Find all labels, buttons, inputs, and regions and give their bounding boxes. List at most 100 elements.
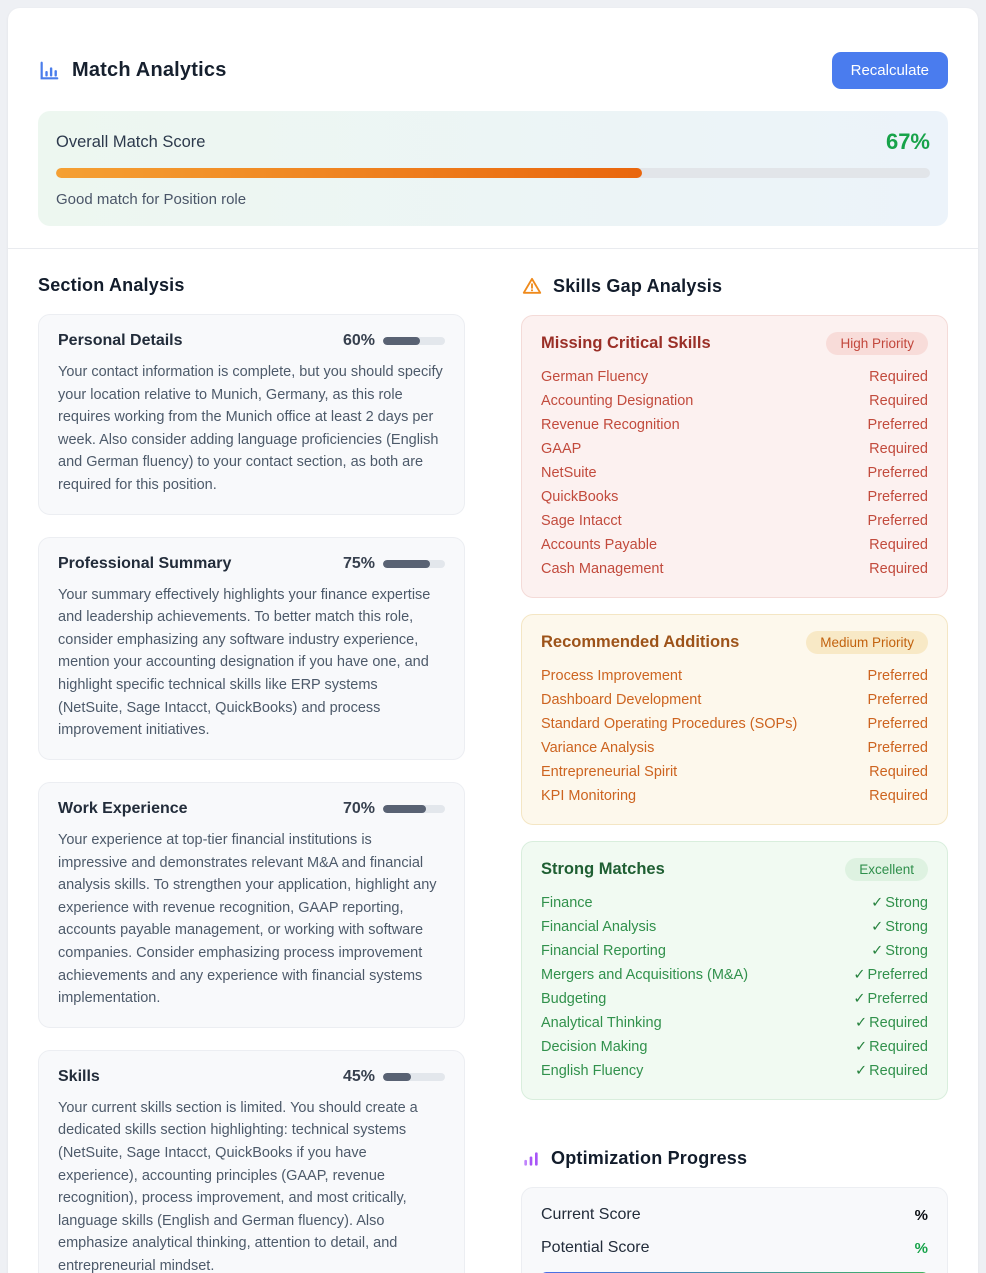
overall-progress-fill <box>56 168 642 178</box>
skill-row: Decision Making ✓ Required <box>541 1037 928 1057</box>
skill-row: GAAP Required <box>541 439 928 459</box>
skill-name: Accounting Designation <box>541 393 694 409</box>
recalculate-button[interactable]: Recalculate <box>831 52 948 89</box>
skill-level: Preferred <box>867 513 928 529</box>
section-card-title: Work Experience <box>58 799 188 817</box>
skill-row: Entrepreneurial Spirit Required <box>541 762 928 782</box>
divider <box>8 248 978 249</box>
section-card-description: Your current skills section is limited. … <box>58 1099 418 1273</box>
section-card-professional-summary: Professional Summary 75% Your summary ef… <box>38 536 465 760</box>
overall-score-value: 67% <box>885 129 930 154</box>
skill-name: GAAP <box>541 441 582 457</box>
skill-row: Standard Operating Procedures (SOPs) Pref… <box>541 714 928 734</box>
skill-name: English Fluency <box>541 1063 644 1079</box>
check-icon: ✓ <box>855 1015 868 1031</box>
skill-level: Required <box>869 561 928 577</box>
skill-name: Analytical Thinking <box>541 1015 662 1031</box>
skill-row: KPI Monitoring Required <box>541 786 928 806</box>
section-progress-fill <box>383 1072 411 1081</box>
skill-row: Dashboard Development Preferred <box>541 690 928 710</box>
skills-gap-column: Skills Gap Analysis Missing Critical Ski… <box>521 275 948 1273</box>
skill-level: Preferred <box>867 417 928 433</box>
skill-level: ✓ Strong <box>871 943 928 959</box>
skill-row: NetSuite Preferred <box>541 463 928 483</box>
skill-level: Required <box>869 393 928 409</box>
section-analysis-column: Section Analysis Personal Details 60% Yo… <box>38 275 465 1273</box>
check-icon: ✓ <box>853 967 866 983</box>
skill-level: ✓ Strong <box>871 895 928 911</box>
check-icon: ✓ <box>853 991 866 1007</box>
warning-icon <box>521 275 543 297</box>
skill-level: ✓ Preferred <box>853 991 928 1007</box>
skill-row: English Fluency ✓ Required <box>541 1061 928 1081</box>
panel-title: Strong Matches <box>541 860 665 878</box>
section-card-description: Your summary effectively highlights your… <box>58 586 431 739</box>
skill-level: Preferred <box>867 465 928 481</box>
skill-name: KPI Monitoring <box>541 788 637 804</box>
recommended-additions-panel: Recommended Additions Medium Priority Pr… <box>521 614 948 825</box>
skill-level: Required <box>869 537 928 553</box>
skill-name: Revenue Recognition <box>541 417 680 433</box>
section-card-skills: Skills 45% Your current skills section i… <box>38 1049 465 1273</box>
bar-chart-ascending-icon <box>521 1149 541 1169</box>
skill-level: Preferred <box>867 716 928 732</box>
skill-name: Decision Making <box>541 1039 648 1055</box>
skill-row: Accounting Designation Required <box>541 391 928 411</box>
section-progress-bar <box>383 337 445 345</box>
section-card-title: Personal Details <box>58 332 183 349</box>
current-score-label: Current Score <box>541 1206 641 1223</box>
header: Match Analytics Recalculate <box>38 52 948 89</box>
skill-row: Revenue Recognition Preferred <box>541 415 928 435</box>
section-analysis-title: Section Analysis <box>38 275 185 295</box>
skill-name: Entrepreneurial Spirit <box>541 764 678 780</box>
bar-chart-icon <box>38 60 60 82</box>
section-card-personal-details: Personal Details 60% Your contact inform… <box>38 314 465 515</box>
section-card-work-experience: Work Experience 70% Your experience at t… <box>38 781 465 1028</box>
section-score-value: 75% <box>342 554 375 572</box>
optimization-progress-card: Current Score % Potential Score % Comple… <box>521 1187 948 1273</box>
skill-row: Sage Intacct Preferred <box>541 511 928 531</box>
check-icon: ✓ <box>871 895 884 911</box>
section-progress-fill <box>383 337 421 345</box>
skill-level: Required <box>869 764 928 780</box>
skill-level: Required <box>869 441 928 457</box>
potential-score-value: % <box>914 1239 928 1257</box>
skill-row: Financial Analysis ✓ Strong <box>541 917 928 937</box>
current-score-value: % <box>914 1206 928 1224</box>
skill-level: Preferred <box>867 668 928 684</box>
check-icon: ✓ <box>871 919 884 935</box>
check-icon: ✓ <box>855 1039 868 1055</box>
optimization-progress-title: Optimization Progress <box>551 1148 748 1168</box>
skill-name: Accounts Payable <box>541 537 658 553</box>
skill-name: Financial Analysis <box>541 919 657 935</box>
section-card-description: Your contact information is complete, bu… <box>58 364 443 494</box>
skill-level: Required <box>869 369 928 385</box>
skill-name: German Fluency <box>541 369 649 385</box>
skill-row: Accounts Payable Required <box>541 535 928 555</box>
section-card-description: Your experience at top-tier financial in… <box>58 831 437 1007</box>
skill-name: Dashboard Development <box>541 692 702 708</box>
section-progress-bar <box>383 559 445 568</box>
section-card-title: Skills <box>58 1067 100 1085</box>
skill-level: Required <box>869 788 928 804</box>
skill-name: Sage Intacct <box>541 513 622 529</box>
match-analytics-panel: Match Analytics Recalculate Overall Matc… <box>8 8 978 1273</box>
section-progress-bar <box>383 804 445 813</box>
skill-row: German Fluency Required <box>541 367 928 387</box>
section-score-value: 70% <box>342 799 375 817</box>
skill-name: Budgeting <box>541 991 607 1007</box>
skill-row: Analytical Thinking ✓ Required <box>541 1013 928 1033</box>
skill-level: ✓ Required <box>855 1039 928 1055</box>
skill-name: Financial Reporting <box>541 943 666 959</box>
skill-name: NetSuite <box>541 465 597 481</box>
section-progress-bar <box>383 1072 445 1081</box>
skill-level: ✓ Required <box>855 1063 928 1079</box>
skill-row: Variance Analysis Preferred <box>541 738 928 758</box>
skill-row: Process Improvement Preferred <box>541 666 928 686</box>
section-progress-fill <box>383 804 427 813</box>
skill-row: QuickBooks Preferred <box>541 487 928 507</box>
skill-name: Mergers and Acquisitions (M&A) <box>541 967 749 983</box>
priority-badge: Medium Priority <box>806 631 928 654</box>
skill-name: Standard Operating Procedures (SOPs) <box>541 716 798 732</box>
skill-level: Preferred <box>867 489 928 505</box>
